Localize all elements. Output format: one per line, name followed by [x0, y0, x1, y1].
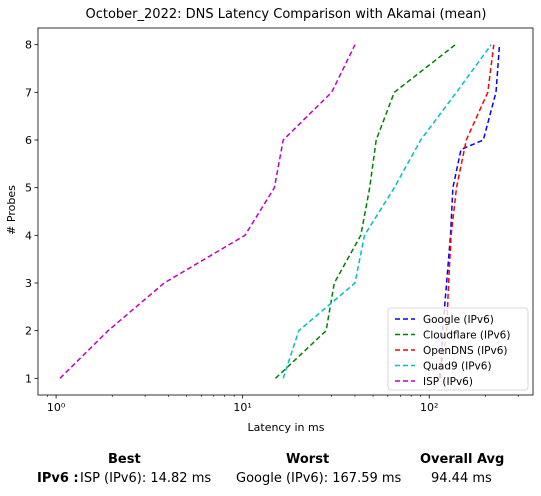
legend-box [387, 307, 529, 391]
latency-chart: October_2022: DNS Latency Comparison wit… [5, 7, 534, 434]
y-tick-label-5: 5 [25, 182, 32, 195]
series-line-3 [282, 44, 492, 379]
x-tick-label-0: 10⁰ [47, 401, 66, 414]
plot-area: 1 2 3 4 5 6 7 8 10⁰ 10¹ 10² Google (IPv6) Cloudflare… [25, 27, 534, 414]
chart-title: October_2022: DNS Latency Comparison wit… [86, 7, 487, 22]
legend-label-2: OpenDNS (IPv6) [423, 345, 508, 357]
ipv6-row-label: IPv6 : [37, 471, 79, 486]
legend-label-4: ISP (IPv6) [423, 376, 473, 388]
y-axis-label: # Probes [5, 185, 18, 235]
y-tick-label-8: 8 [25, 39, 32, 52]
x-tick-label-2: 10² [420, 401, 438, 414]
y-tick-label-2: 2 [25, 325, 32, 338]
legend-label-1: Cloudflare (IPv6) [423, 330, 510, 342]
worst-header: Worst [286, 452, 330, 467]
axes-frame [37, 27, 534, 396]
x-tick-label-1: 10¹ [233, 401, 251, 414]
y-tick-label-6: 6 [25, 134, 32, 147]
x-axis-label: Latency in ms [248, 421, 325, 434]
legend-label-3: Quad9 (IPv6) [423, 361, 492, 373]
overall-avg-header: Overall Avg [420, 452, 505, 467]
overall-avg-value: 94.44 ms [431, 471, 492, 486]
series-line-1 [274, 44, 456, 379]
series-line-4 [59, 44, 356, 379]
best-value: ISP (IPv6): 14.82 ms [80, 471, 212, 486]
worst-value: Google (IPv6): 167.59 ms [236, 471, 402, 486]
y-tick-label-4: 4 [25, 229, 32, 242]
best-header: Best [108, 452, 141, 467]
y-tick-label-7: 7 [25, 86, 32, 99]
y-tick-label-1: 1 [25, 372, 32, 385]
y-tick-label-3: 3 [25, 277, 32, 290]
legend-label-0: Google (IPv6) [423, 314, 494, 326]
series-line-2 [438, 44, 495, 379]
